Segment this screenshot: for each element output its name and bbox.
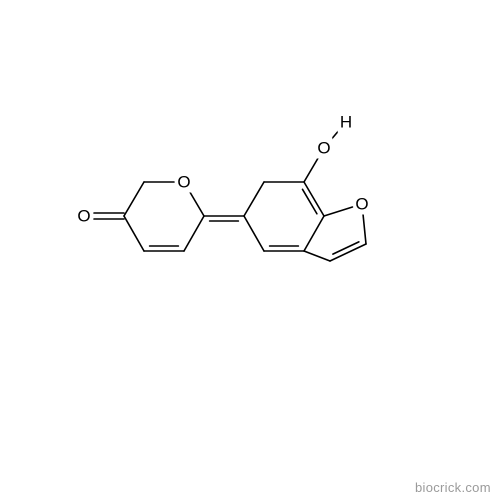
atom-label-h: H xyxy=(340,113,352,132)
atom-label-o: O xyxy=(177,173,190,192)
watermark-text: biocrick.com xyxy=(415,480,491,495)
atom-label-o: O xyxy=(355,195,368,214)
atom-label-o: O xyxy=(77,207,90,226)
canvas: OOOOH biocrick.com xyxy=(0,0,500,500)
atom-label-o: O xyxy=(317,139,330,158)
molecule-structure: OOOOH xyxy=(0,0,500,500)
